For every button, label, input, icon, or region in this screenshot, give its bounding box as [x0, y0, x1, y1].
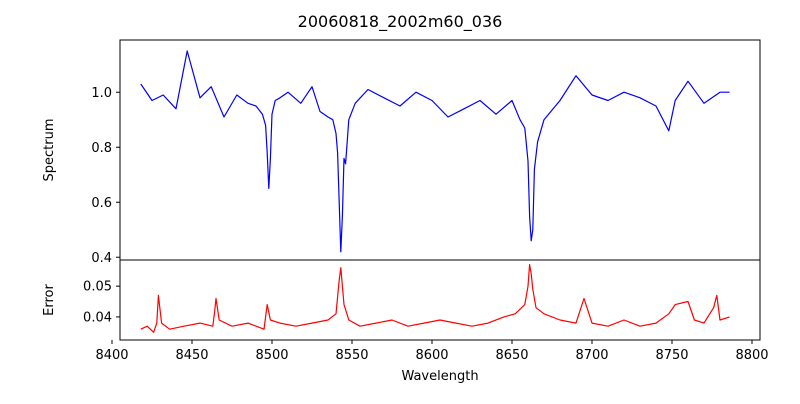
x-axis-label: Wavelength	[401, 369, 478, 384]
x-tick-label: 8550	[335, 348, 368, 363]
y-tick-label: 0.05	[83, 280, 112, 295]
series-line-0-0	[140, 50, 730, 253]
axes-frame-1	[119, 259, 761, 341]
y-tick-label: 0.6	[91, 196, 112, 211]
y-tick-label: 0.8	[91, 141, 112, 156]
y-tick-label: 0.4	[91, 251, 112, 266]
x-tick-label: 8800	[735, 348, 768, 363]
axes-frame-0	[119, 39, 761, 261]
y-axis-label: Spectrum	[42, 119, 57, 182]
x-tick-label: 8700	[575, 348, 608, 363]
y-tick-label: 1.0	[91, 86, 112, 101]
y-tick-label: 0.04	[83, 310, 112, 325]
x-tick-label: 8600	[415, 348, 448, 363]
x-tick-label: 8650	[495, 348, 528, 363]
x-tick-label: 8750	[655, 348, 688, 363]
chart-title: 20060818_2002m60_036	[297, 12, 503, 31]
x-tick-label: 8450	[175, 348, 208, 363]
series-line-1-0	[140, 264, 730, 333]
x-tick-label: 8500	[255, 348, 288, 363]
x-tick-label: 8400	[95, 348, 128, 363]
y-axis-label: Error	[42, 284, 57, 316]
